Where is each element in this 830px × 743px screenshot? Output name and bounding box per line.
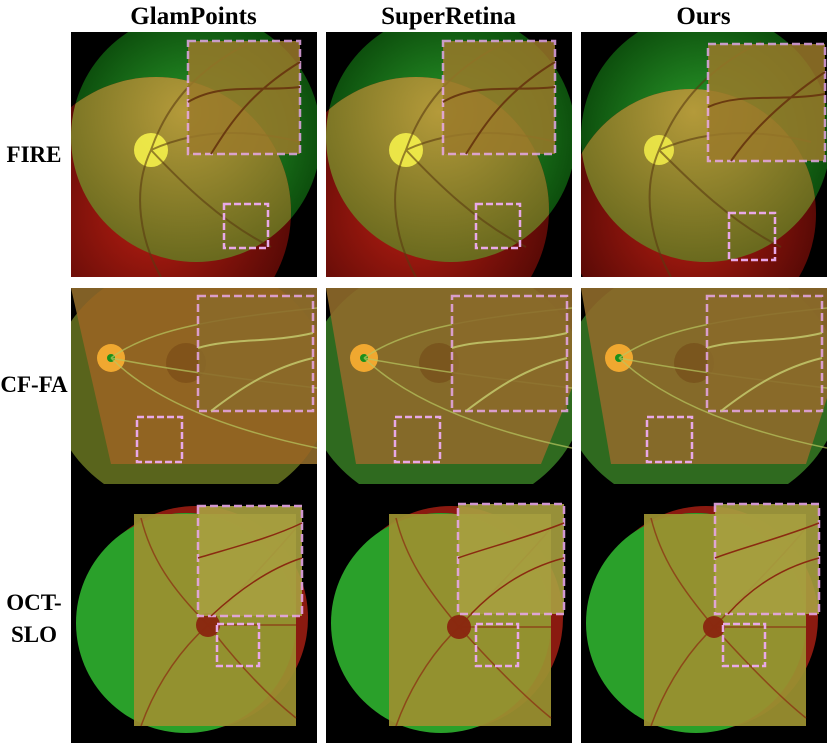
- cffa-ours-image: [581, 288, 827, 533]
- col-title-ours: Ours: [676, 3, 731, 30]
- col-title-superretina: SuperRetina: [381, 3, 516, 30]
- fire-superretina-image: [326, 32, 572, 277]
- row-label-oct-slo-line1: OCT-: [6, 590, 62, 615]
- row-label-fire: FIRE: [6, 142, 62, 167]
- octslo-glampoints-image: [71, 498, 317, 743]
- col-title-glampoints: GlamPoints: [130, 3, 257, 30]
- cffa-superretina-image: [326, 288, 572, 533]
- fire-glampoints-image: [71, 32, 317, 277]
- fire-ours-image: [581, 32, 827, 277]
- octslo-ours-image: [581, 498, 827, 743]
- octslo-superretina-image: [326, 498, 572, 743]
- cffa-glampoints-image: [71, 288, 317, 533]
- row-label-oct-slo-line2: SLO: [10, 622, 58, 647]
- row-label-cf-fa: CF-FA: [0, 372, 68, 397]
